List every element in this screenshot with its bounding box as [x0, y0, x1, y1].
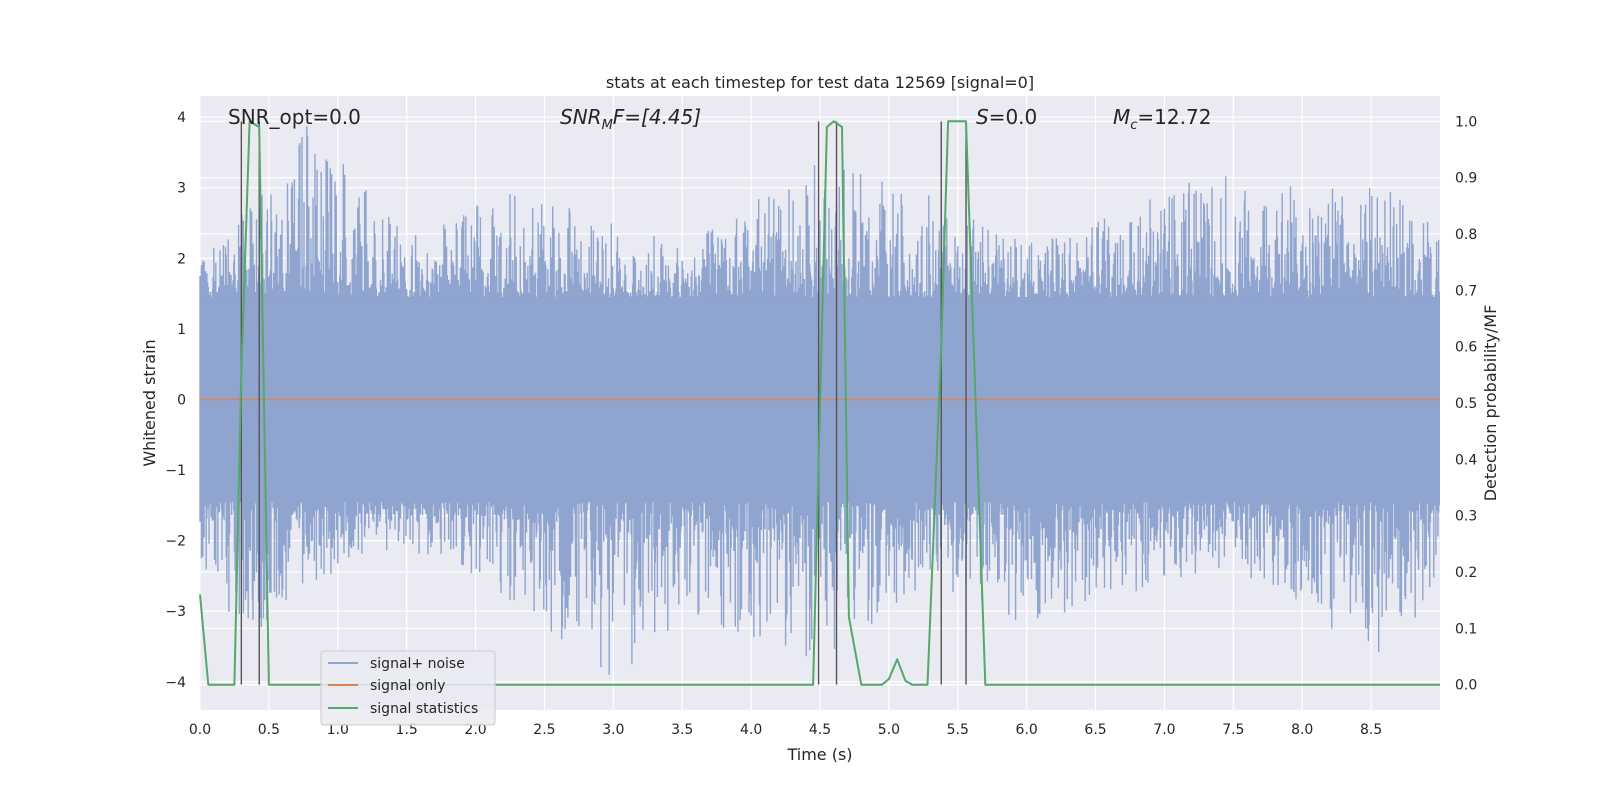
legend-label-signal-only: signal only — [370, 678, 445, 694]
y-left-tick-label: −4 — [165, 675, 186, 691]
y-right-tick-label: 0.9 — [1455, 171, 1477, 187]
x-tick-label: 7.0 — [1153, 722, 1175, 738]
y-right-tick-label: 1.0 — [1455, 114, 1477, 130]
x-tick-label: 7.5 — [1222, 722, 1244, 738]
snr-opt-annotation: SNR_opt=0.0 — [228, 105, 361, 129]
x-tick-label: 2.0 — [464, 722, 486, 738]
s-annotation: S=0.0 — [976, 105, 1037, 129]
y-right-tick-label: 0.8 — [1455, 227, 1477, 243]
x-tick-labels: 0.0 0.5 1.0 1.5 2.0 2.5 3.0 3.5 4.0 4.5 5.0 5.5 6.0 6… — [189, 722, 1382, 738]
signal-statistics-series — [199, 120, 1440, 686]
snr-mf-annotation: SNRMF=[4.45] — [560, 105, 701, 133]
mc-annotation: Mc=12.72 — [1113, 105, 1211, 133]
x-tick-label: 0.5 — [258, 722, 280, 738]
y-left-tick-label: −2 — [165, 534, 186, 550]
x-tick-label: 4.0 — [740, 722, 762, 738]
y-right-tick-label: 0.1 — [1455, 621, 1477, 637]
y-right-tick-label: 0.0 — [1455, 678, 1477, 694]
x-tick-label: 3.5 — [671, 722, 693, 738]
x-tick-label: 6.5 — [1084, 722, 1106, 738]
y-right-tick-label: 0.2 — [1455, 565, 1477, 581]
y-right-tick-labels: 0.0 0.1 0.2 0.3 0.4 0.5 0.6 0.7 0.8 0.9 1.0 — [1455, 114, 1477, 693]
x-tick-label: 5.5 — [947, 722, 969, 738]
y-left-tick-label: 0 — [177, 392, 186, 408]
y-right-tick-label: 0.6 — [1455, 340, 1477, 356]
y-left-axis-label: Whitened strain — [140, 339, 159, 466]
x-axis-label: Time (s) — [786, 745, 852, 764]
legend-label-statistics: signal statistics — [370, 701, 478, 717]
y-right-tick-label: 0.4 — [1455, 452, 1477, 468]
x-tick-label: 1.5 — [396, 722, 418, 738]
y-right-axis-label: Detection probability/MF — [1481, 305, 1500, 502]
x-tick-label: 6.0 — [1016, 722, 1038, 738]
x-tick-label: 2.5 — [533, 722, 555, 738]
x-tick-label: 0.0 — [189, 722, 211, 738]
legend-label-noise: signal+ noise — [370, 656, 465, 672]
y-left-tick-label: 1 — [177, 322, 186, 338]
legend-box — [320, 650, 496, 726]
y-right-tick-label: 0.7 — [1455, 283, 1477, 299]
y-left-tick-label: 3 — [177, 181, 186, 197]
y-right-tick-label: 0.5 — [1455, 396, 1477, 412]
y-left-tick-label: 2 — [177, 251, 186, 267]
y-right-tick-label: 0.3 — [1455, 509, 1477, 525]
x-tick-label: 8.0 — [1291, 722, 1313, 738]
x-tick-label: 3.0 — [602, 722, 624, 738]
y-left-tick-label: −1 — [165, 463, 186, 479]
y-left-tick-labels: −4 −3 −2 −1 0 1 2 3 4 — [165, 110, 186, 691]
x-tick-label: 1.0 — [327, 722, 349, 738]
x-tick-label: 5.0 — [878, 722, 900, 738]
chart-title: stats at each timestep for test data 125… — [606, 73, 1034, 92]
x-tick-label: 8.5 — [1360, 722, 1382, 738]
signal-statistics-line — [199, 120, 1440, 686]
legend: signal+ noise signal only signal statist… — [320, 650, 496, 726]
x-tick-label: 4.5 — [809, 722, 831, 738]
y-left-tick-label: −3 — [165, 604, 186, 620]
detection-markers — [240, 121, 967, 685]
y-left-tick-label: 4 — [177, 110, 186, 126]
